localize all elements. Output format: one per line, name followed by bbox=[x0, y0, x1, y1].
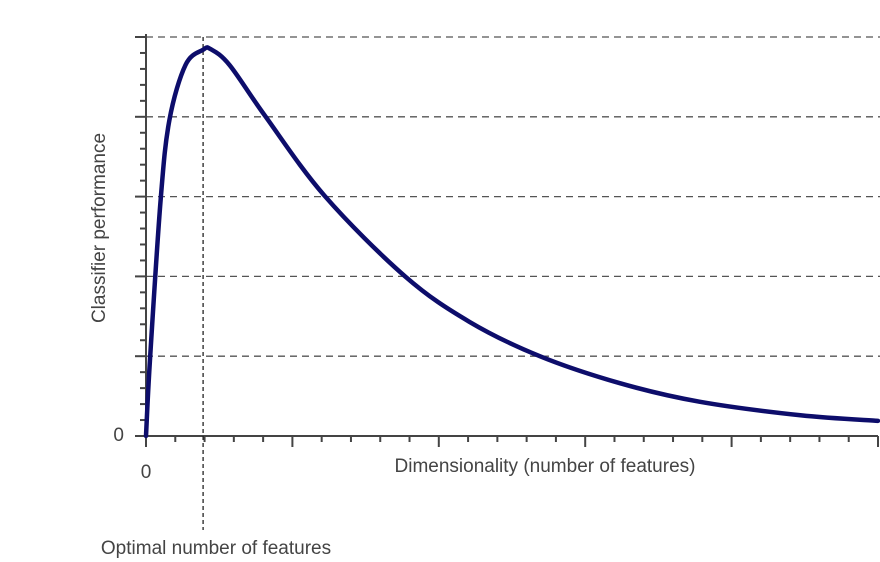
y-axis-title: Classifier performance bbox=[89, 133, 110, 323]
y-tick-label: 0 bbox=[113, 425, 124, 446]
annotation: Optimal number of features bbox=[101, 538, 331, 559]
curve bbox=[143, 45, 880, 439]
x-axis-title: Dimensionality (number of features) bbox=[395, 456, 696, 477]
x-tick-label: 0 bbox=[141, 462, 152, 483]
